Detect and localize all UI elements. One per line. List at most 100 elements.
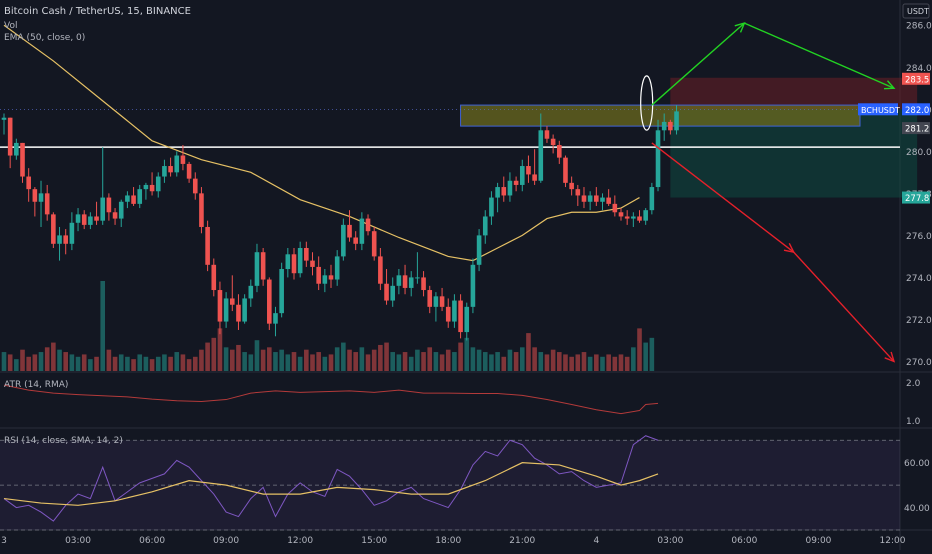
volume-bar [180, 354, 186, 371]
volume-bar [476, 349, 482, 371]
volume-bar [38, 352, 44, 371]
volume-bar [26, 356, 31, 371]
volume-bar [211, 337, 217, 371]
ema-legend[interactable]: EMA (50, close, 0) [4, 33, 86, 43]
atr-legend[interactable]: ATR (14, RMA) [4, 380, 69, 390]
candle-body [236, 304, 241, 322]
volume-bar [88, 359, 93, 371]
axes-layer: 286.0 284.0 282.0 280.0 277.8 276.0 274.0 272.0… [1, 3, 932, 546]
price-tag [902, 103, 930, 116]
symbol-title[interactable]: Bitcoin Cash / TetherUS, 15, BINANCE [4, 6, 191, 17]
candle-body [587, 195, 593, 202]
volume-bar [439, 354, 445, 371]
candles [1, 105, 679, 341]
candle-body [1, 117, 7, 120]
price-tick-label: 274.0 [906, 274, 932, 284]
atr-tick-label: 1.0 [906, 417, 921, 427]
currency-label: USDT [907, 7, 929, 16]
volume-bar [223, 347, 229, 371]
rsi-tick-label: 40.00 [904, 504, 930, 514]
time-tick-label: 3 [1, 536, 7, 546]
volume-bar [205, 342, 210, 371]
candle-body [470, 264, 476, 307]
rsi-line [3, 435, 659, 522]
volume-bar [118, 354, 124, 371]
volume-bar [310, 354, 315, 371]
volume-bar [229, 349, 235, 371]
volume-bar [495, 352, 500, 371]
candle-body [618, 212, 624, 217]
candle-body [606, 197, 611, 204]
candle-body [217, 290, 223, 322]
volume-bar [137, 354, 143, 371]
rsi-legend[interactable]: RSI (14, close, SMA, 14, 2) [4, 436, 123, 446]
candle-body [44, 193, 50, 215]
candle-body [390, 285, 396, 301]
volume-bar [322, 356, 328, 371]
candle-body [631, 216, 636, 219]
candle-body [328, 275, 334, 280]
volume-bar [267, 347, 272, 371]
volume-bar [637, 328, 642, 371]
candle-body [32, 189, 38, 202]
candle-body [402, 275, 408, 288]
candle-body [106, 197, 112, 213]
volume-bar [378, 344, 383, 371]
volume-bar [445, 349, 451, 371]
candle-body [155, 176, 161, 192]
candle-body [519, 166, 525, 185]
volume-bar [415, 349, 420, 371]
candle-body [569, 182, 574, 190]
price-tick-label: 276.0 [906, 232, 932, 242]
symbol-price-tag [858, 103, 898, 116]
candle-body [304, 248, 309, 261]
price-tag [902, 72, 930, 85]
volume-bars [1, 281, 655, 371]
candle-body [408, 277, 414, 288]
volume-bar [334, 347, 340, 371]
candle-body [242, 298, 247, 322]
volume-legend[interactable]: Vol [4, 21, 18, 31]
volume-bar [575, 354, 581, 371]
volume-bar [612, 356, 618, 371]
volume-bar [279, 349, 284, 371]
volume-bar [285, 354, 291, 371]
candle-body [334, 256, 340, 280]
volume-bar [1, 352, 7, 371]
volume-bar [470, 347, 476, 371]
volume-bar [149, 359, 155, 371]
volume-bar [359, 347, 365, 371]
candle-body [137, 189, 143, 204]
time-tick-label: 09:00 [805, 536, 831, 546]
volume-bar [131, 359, 136, 371]
candle-body [501, 187, 507, 196]
symbol-price-tag-label: BCHUSDT [861, 106, 900, 115]
candle-body [452, 300, 457, 322]
candle-body [192, 178, 198, 194]
time-tick-label: 06:00 [139, 536, 165, 546]
candle-body [365, 218, 371, 232]
volume-bar [587, 356, 593, 371]
volume-bar [526, 333, 531, 371]
candle-body [248, 285, 254, 299]
candle-body [445, 306, 451, 322]
candle-body [538, 130, 544, 181]
volume-bar [482, 352, 488, 371]
ema-layer [3, 24, 640, 262]
price-tag-label: 282.0 [905, 106, 929, 116]
time-tick-label: 21:00 [509, 536, 535, 546]
volume-bar [94, 356, 99, 371]
price-tag [902, 122, 930, 135]
candle-body [14, 142, 19, 156]
volume-bar [649, 337, 655, 371]
candle-body [297, 248, 303, 274]
volume-bar [168, 356, 173, 371]
volume-bar [143, 356, 149, 371]
candle-body [20, 142, 25, 177]
red-arrow-line [793, 251, 895, 362]
candle-body [458, 300, 463, 333]
candle-body [149, 184, 155, 192]
volume-bar [507, 349, 513, 371]
price-tick-label: 272.0 [906, 316, 932, 326]
